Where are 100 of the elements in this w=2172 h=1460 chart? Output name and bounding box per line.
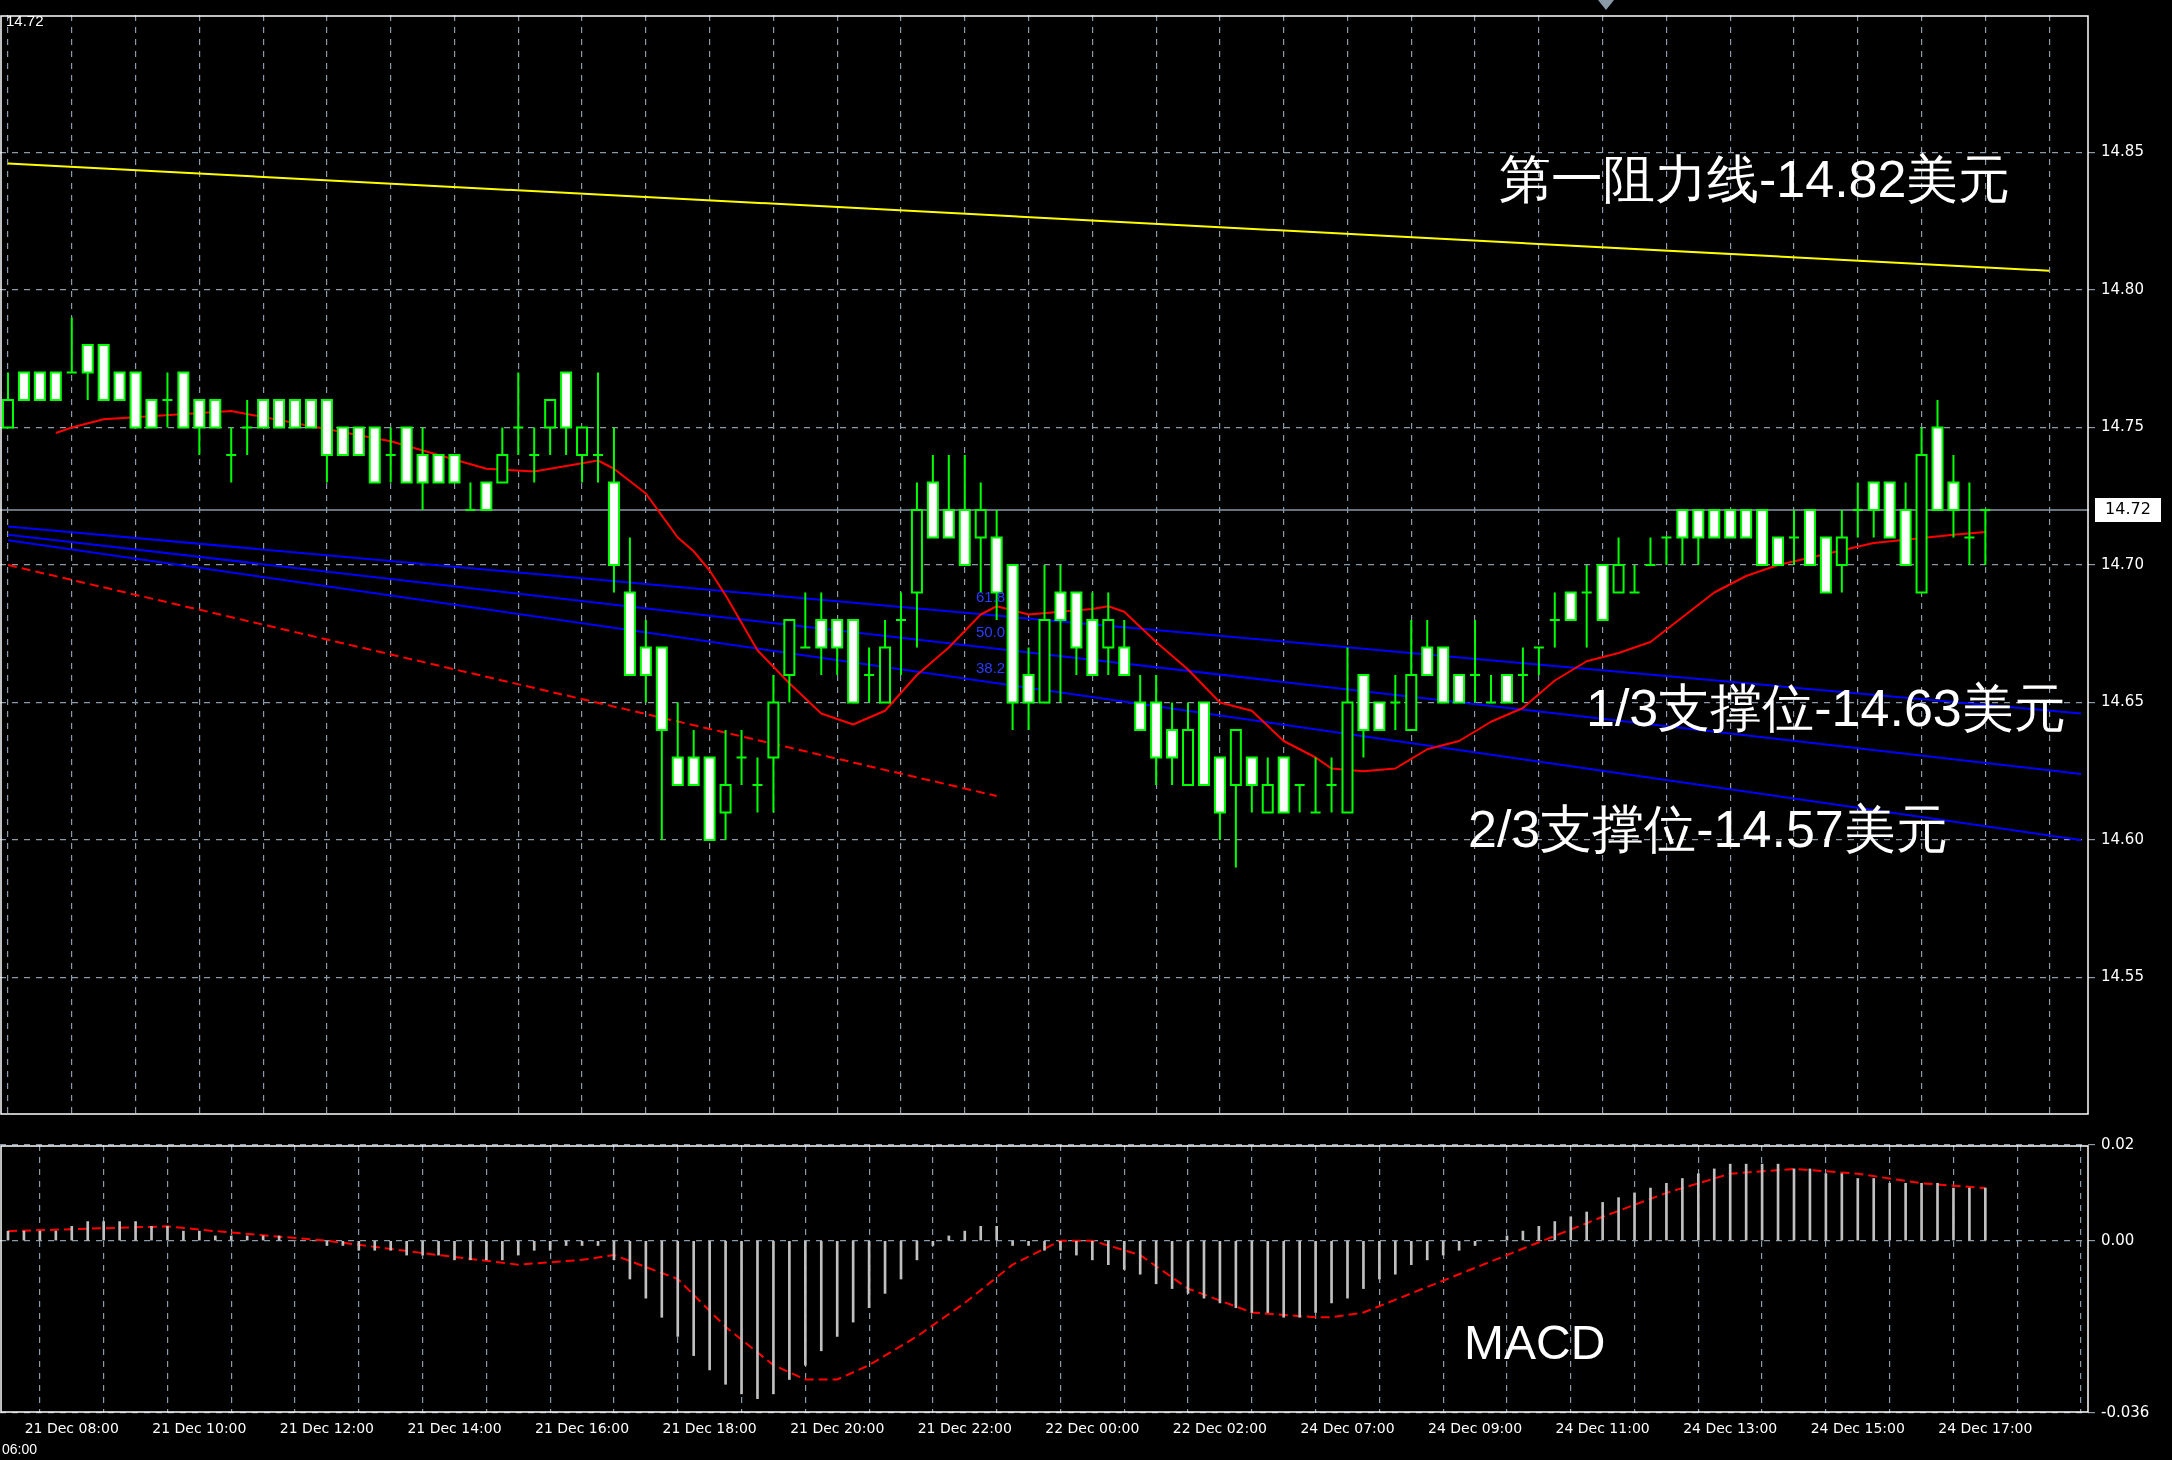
y-tick-label: 14.75 (2101, 417, 2144, 436)
bar (389, 1240, 393, 1251)
bar (357, 1240, 361, 1251)
bar (660, 1240, 664, 1318)
x-tick-label: 21 Dec 20:00 (790, 1420, 885, 1437)
bar (1984, 1187, 1987, 1241)
candlestick (1628, 564, 1641, 594)
text: 06:00 (2, 1440, 38, 1457)
x-tick-label: 24 Dec 15:00 (1810, 1420, 1905, 1437)
candlestick (464, 481, 477, 511)
bar (1091, 1240, 1094, 1261)
bar (979, 1226, 983, 1241)
bar (213, 1235, 217, 1241)
annotation: 第一阻力线-14.82美元 (1499, 150, 2011, 209)
bar (803, 1240, 807, 1366)
candlestick (528, 426, 541, 484)
x-tick-label: 22 Dec 02:00 (1172, 1420, 1267, 1437)
candlestick (512, 371, 525, 456)
bar (1059, 1240, 1062, 1251)
bar (373, 1240, 377, 1251)
bar (1394, 1240, 1397, 1275)
bar (772, 1240, 775, 1395)
bar (1346, 1240, 1349, 1299)
bar (724, 1240, 727, 1385)
bar (1362, 1240, 1365, 1289)
y-tick-label: 14.60 (2101, 829, 2144, 848)
annotation: MACD (1464, 1316, 1606, 1370)
bar (1904, 1182, 1907, 1241)
bar (1075, 1240, 1078, 1256)
y-tick-label: 14.55 (2101, 967, 2144, 986)
candlestick (799, 591, 812, 649)
bar (1728, 1163, 1732, 1241)
y-tick-label: 14.65 (2101, 692, 2144, 711)
x-tick-label: 24 Dec 07:00 (1300, 1420, 1395, 1437)
candlestick (735, 729, 748, 786)
bar (1027, 1240, 1030, 1246)
bar (708, 1240, 711, 1371)
candlestick (1580, 564, 1593, 649)
bar (532, 1240, 536, 1251)
candlestick (1293, 784, 1306, 814)
bar (516, 1240, 520, 1256)
bar (1601, 1202, 1604, 1241)
candlestick (1787, 509, 1800, 566)
bar (86, 1221, 90, 1241)
candlestick (1516, 646, 1529, 704)
x-tick-label: 24 Dec 13:00 (1683, 1420, 1778, 1437)
candlestick (1309, 756, 1322, 814)
bar (692, 1240, 696, 1356)
x-tick-label: 21 Dec 22:00 (917, 1420, 1012, 1437)
bar (1298, 1240, 1301, 1318)
bar (1314, 1240, 1317, 1313)
y-tick-label: 14.70 (2101, 554, 2144, 573)
bar (756, 1240, 759, 1399)
x-tick-label: 21 Dec 08:00 (24, 1420, 119, 1437)
y-tick-label: -0.036 (2101, 1402, 2150, 1421)
annotation: 38.2 (976, 659, 1006, 677)
x-tick-label: 24 Dec 11:00 (1555, 1420, 1650, 1437)
bar (421, 1240, 424, 1256)
bar (198, 1230, 201, 1241)
candlestick (1485, 674, 1497, 704)
bar (134, 1221, 137, 1241)
bar (1617, 1197, 1620, 1241)
bar (1106, 1240, 1110, 1265)
candlestick (1469, 619, 1482, 704)
bar (1043, 1240, 1046, 1251)
bar (1250, 1240, 1254, 1313)
x-tick-label: 24 Dec 17:00 (1938, 1420, 2033, 1437)
candlestick (1548, 591, 1561, 649)
candlestick (1389, 674, 1402, 731)
bar (453, 1240, 456, 1261)
candlestick (241, 399, 254, 456)
candlestick (1660, 536, 1673, 566)
bar (1936, 1182, 1939, 1241)
bar (70, 1226, 74, 1241)
bar (1138, 1240, 1142, 1275)
bar (469, 1240, 472, 1261)
bar (437, 1240, 440, 1256)
candlestick (1963, 481, 1976, 566)
bar (1282, 1240, 1286, 1318)
bar (835, 1240, 839, 1337)
bar (740, 1240, 743, 1395)
y-tick-label: 14.80 (2101, 279, 2144, 298)
x-tick-label: 21 Dec 14:00 (407, 1420, 502, 1437)
x-tick-label: 21 Dec 16:00 (534, 1420, 630, 1437)
candlestick (1851, 481, 1864, 539)
bar (1378, 1240, 1381, 1280)
bar (1425, 1240, 1429, 1261)
bar (501, 1240, 504, 1261)
bar (1585, 1211, 1589, 1241)
bar (963, 1230, 967, 1241)
bar (676, 1240, 680, 1337)
candlestick (592, 371, 604, 484)
bar (1665, 1182, 1668, 1241)
bar (1696, 1173, 1700, 1241)
bar (1681, 1178, 1684, 1241)
bar (102, 1221, 106, 1241)
bar (1409, 1240, 1413, 1265)
candlestick (225, 426, 238, 484)
bar (150, 1226, 153, 1241)
bar (182, 1230, 185, 1241)
